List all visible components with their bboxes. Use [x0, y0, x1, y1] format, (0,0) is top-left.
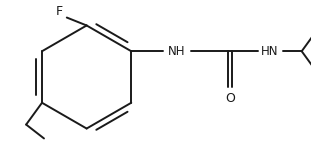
Text: O: O — [225, 92, 235, 105]
Text: HN: HN — [261, 45, 279, 58]
Text: F: F — [55, 5, 62, 18]
Text: NH: NH — [168, 45, 186, 58]
